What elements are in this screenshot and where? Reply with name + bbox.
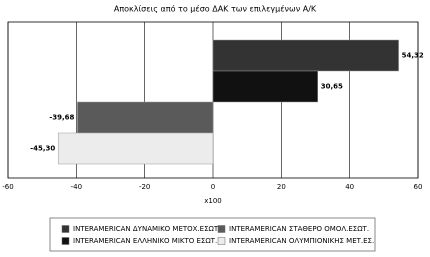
legend-label: INTERAMERICAN ΔΥΝΑΜΙΚΟ ΜΕΤΟΧ.ΕΣΩΤ. [73, 225, 220, 233]
legend-box [49, 217, 376, 252]
legend-label: INTERAMERICAN ΕΛΛΗΝΙΚΟ ΜΙΚΤΟ ΕΣΩΤ. [73, 237, 217, 245]
x-tick-label: -20 [139, 183, 150, 191]
plot-border [7, 21, 419, 179]
legend-swatch [61, 237, 70, 245]
legend-swatch [61, 225, 70, 233]
x-tick-label: 40 [345, 183, 354, 191]
legend-swatch [217, 225, 226, 233]
x-axis-label: x100 [204, 197, 222, 205]
x-tick-label: -60 [2, 183, 13, 191]
value-label: -45,30 [30, 145, 55, 153]
bar [57, 132, 214, 165]
chart-title: Αποκλίσεις από το μέσο ΔΑΚ των επιλεγμέν… [114, 4, 317, 14]
bar [212, 39, 399, 72]
value-label: 30,65 [321, 83, 343, 91]
value-label: -39,68 [49, 114, 74, 122]
bar [212, 70, 318, 103]
legend-label: INTERAMERICAN ΟΛΥΜΠΙΟΝΙΚΗΣ ΜΕΤ.ΕΣ. [229, 237, 374, 245]
x-tick-label: 60 [414, 183, 423, 191]
bar [77, 101, 214, 134]
legend-swatch [217, 237, 226, 245]
x-tick-label: -40 [71, 183, 82, 191]
legend-label: INTERAMERICAN ΣΤΑΘΕΡΟ ΟΜΟΛ.ΕΣΩΤ. [229, 225, 369, 233]
value-label: 54,32 [402, 52, 424, 60]
x-tick-label: 0 [211, 183, 215, 191]
x-tick-label: 20 [277, 183, 286, 191]
